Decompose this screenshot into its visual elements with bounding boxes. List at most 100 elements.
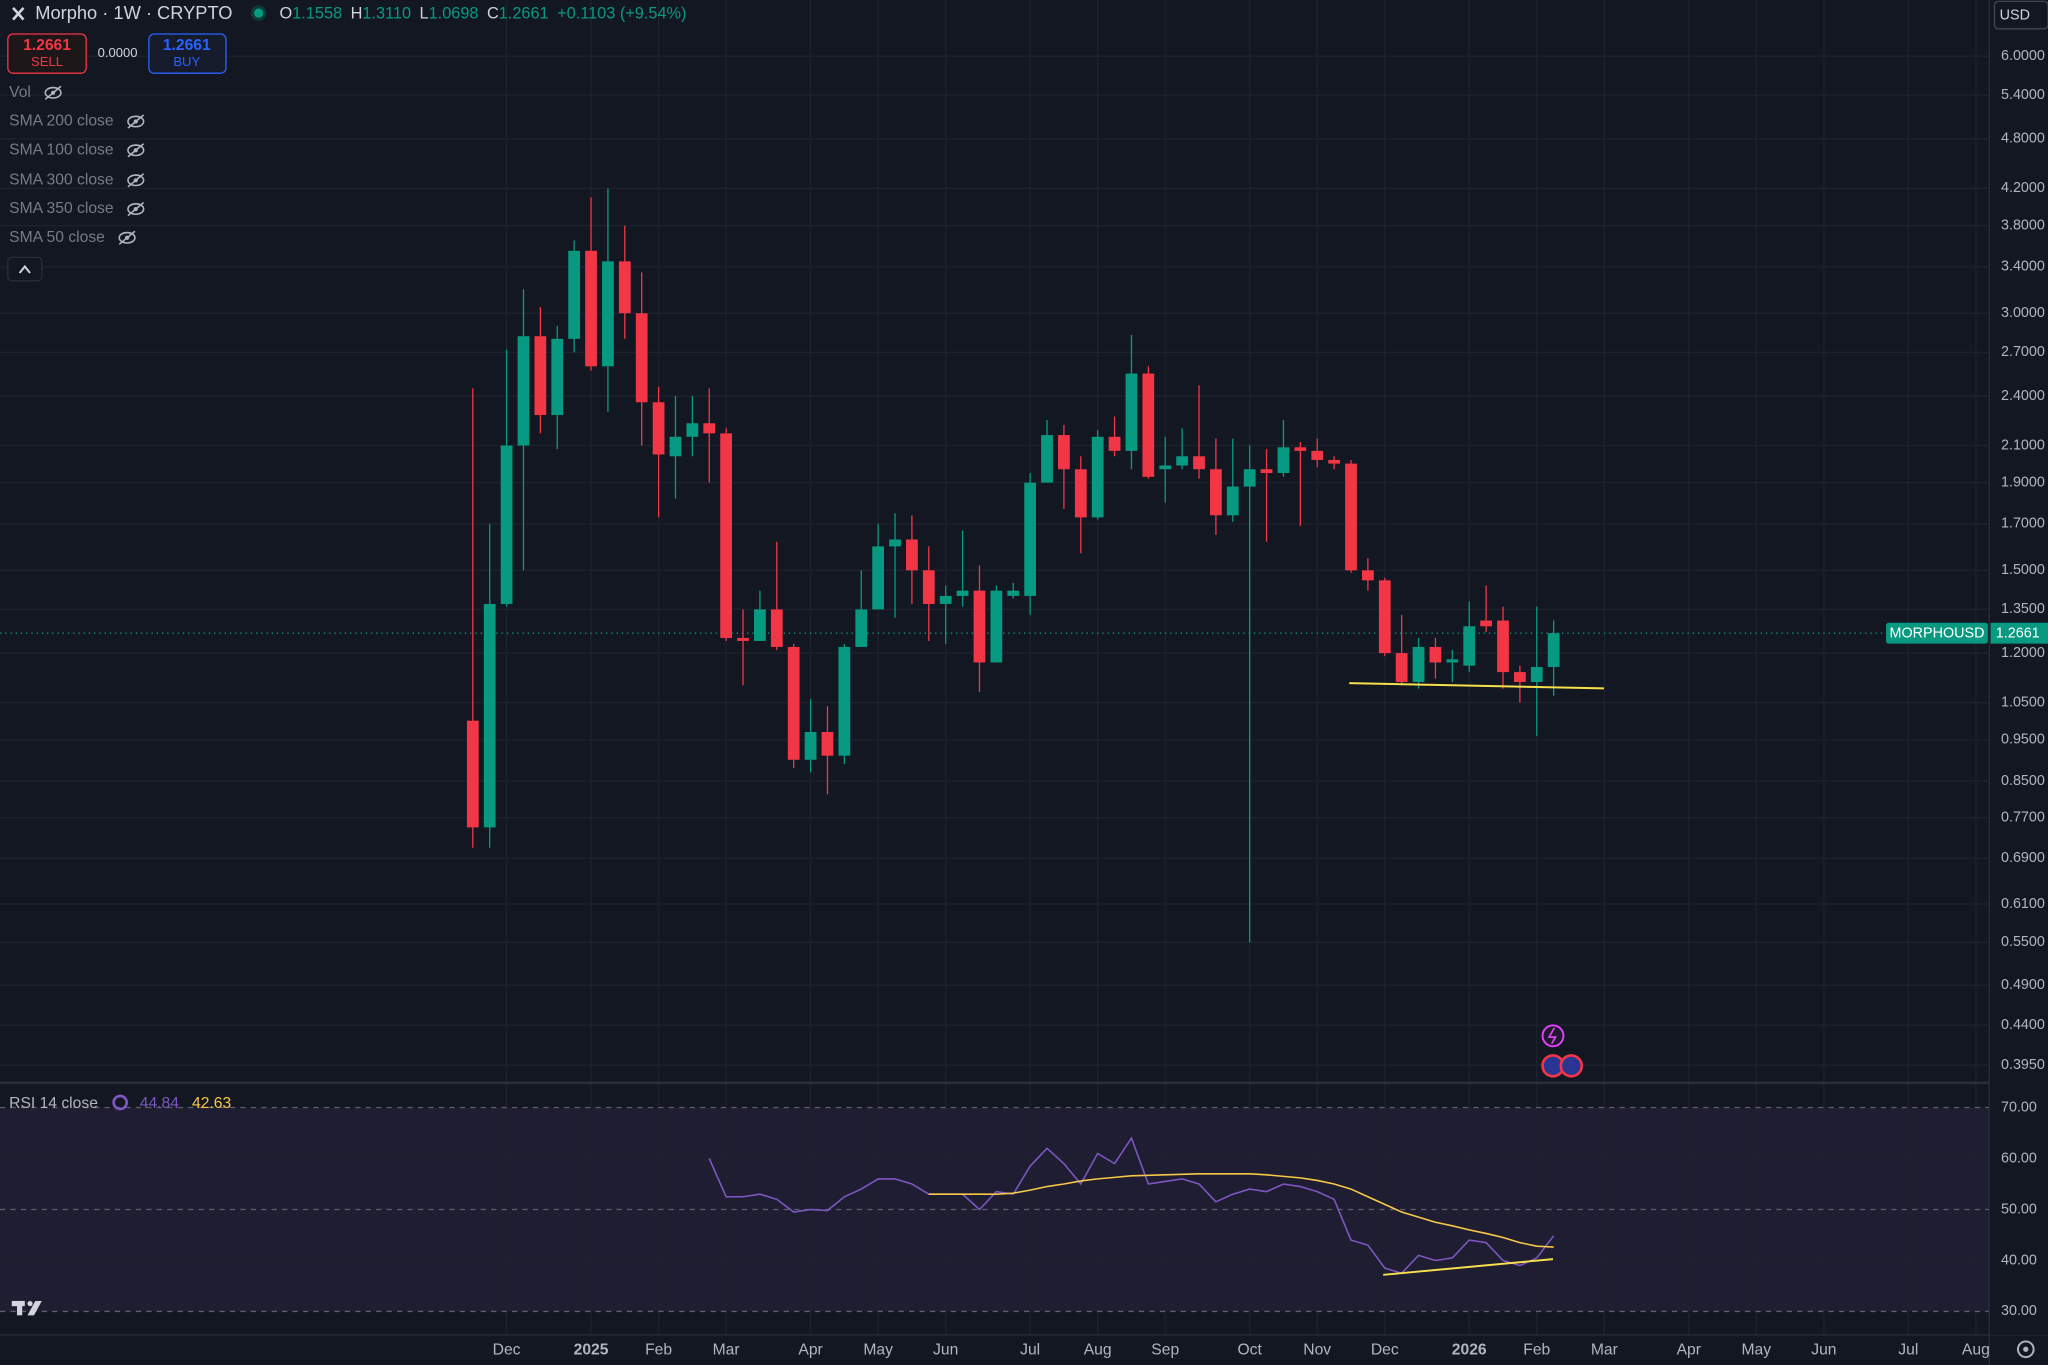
x-tick-label: Sep bbox=[1151, 1342, 1179, 1359]
candle-body bbox=[990, 590, 1003, 663]
x-tick-label: Nov bbox=[1303, 1342, 1331, 1359]
candle-body bbox=[906, 539, 918, 571]
price-tag-label: 1.2661 bbox=[1996, 626, 2040, 642]
trend-line[interactable] bbox=[1349, 682, 1604, 690]
y-tick-label: 0.8500 bbox=[2001, 773, 2045, 789]
x-tick-label: Apr bbox=[798, 1342, 822, 1359]
marks-layer bbox=[466, 188, 1560, 1275]
candle-body bbox=[1260, 469, 1273, 474]
candle-body bbox=[1210, 469, 1222, 516]
candle-body bbox=[1480, 620, 1492, 627]
candle-body bbox=[1176, 456, 1188, 466]
y-tick-label: 2.4000 bbox=[2001, 388, 2045, 404]
buy-button[interactable] bbox=[148, 33, 227, 74]
symbol-icon bbox=[12, 7, 25, 21]
y-tick-label: 2.1000 bbox=[2001, 437, 2045, 453]
price-axis bbox=[1989, 0, 2048, 1335]
candle-body bbox=[1159, 465, 1172, 470]
collapse-button[interactable] bbox=[7, 256, 43, 282]
buy-label: BUY bbox=[173, 54, 200, 69]
indicator-label[interactable]: SMA 300 close bbox=[9, 171, 114, 188]
indicator-label[interactable]: SMA 50 close bbox=[9, 229, 105, 246]
indicator-label[interactable]: SMA 100 close bbox=[9, 141, 114, 158]
x-tick-label: Apr bbox=[1677, 1342, 1701, 1359]
symbol[interactable]: Morpho · 1W · CRYPTO bbox=[35, 2, 232, 23]
candle-body bbox=[568, 250, 581, 339]
event-icon[interactable] bbox=[1541, 1024, 1565, 1048]
rsi-line bbox=[928, 1173, 1554, 1248]
candle-body bbox=[1277, 447, 1290, 474]
y-tick-label: 50.00 bbox=[2001, 1201, 2037, 1217]
visibility-slash bbox=[127, 201, 145, 217]
settings-dot bbox=[2023, 1346, 2029, 1352]
candle-body bbox=[973, 590, 986, 663]
visibility-icon[interactable] bbox=[127, 115, 145, 128]
candle-body bbox=[821, 731, 834, 756]
candle-body bbox=[1378, 580, 1391, 654]
candle-body bbox=[872, 546, 885, 610]
rsi-title[interactable]: RSI 14 close bbox=[9, 1095, 98, 1112]
visibility-icon[interactable] bbox=[127, 144, 145, 157]
x-tick-label: Oct bbox=[1237, 1342, 1262, 1359]
ohlc-key: L bbox=[420, 5, 429, 23]
y-tick-label: 1.2000 bbox=[2001, 645, 2045, 661]
x-tick-label: Dec bbox=[493, 1342, 521, 1359]
visibility-icon[interactable] bbox=[44, 86, 62, 99]
candle-body bbox=[534, 336, 547, 416]
y-tick-label: 0.3950 bbox=[2001, 1057, 2045, 1073]
candle-body bbox=[686, 423, 699, 437]
candle-body bbox=[1547, 633, 1560, 667]
visibility-slash bbox=[127, 143, 145, 158]
indicator-label[interactable]: Vol bbox=[9, 84, 31, 101]
candle-body bbox=[787, 646, 800, 760]
candle-body bbox=[1041, 435, 1053, 483]
y-tick-label: 3.4000 bbox=[2001, 259, 2045, 275]
y-tick-label: 30.00 bbox=[2001, 1303, 2037, 1319]
y-tick-label: 60.00 bbox=[2001, 1150, 2037, 1166]
ohlc-key: C bbox=[487, 5, 499, 23]
indicator-list: Vol SMA 200 close SMA 100 close SMA 300 clo… bbox=[9, 84, 145, 246]
candle-body bbox=[1412, 646, 1425, 682]
indicator-label[interactable]: SMA 350 close bbox=[9, 200, 114, 217]
candle-body bbox=[1226, 486, 1239, 516]
sell-button[interactable] bbox=[7, 33, 87, 74]
y-tick-label: 4.2000 bbox=[2001, 180, 2045, 196]
candle-body bbox=[1024, 482, 1037, 596]
candle-body bbox=[1058, 435, 1070, 470]
ohlc-value: 1.2661 bbox=[499, 5, 549, 23]
x-tick-label: May bbox=[863, 1342, 893, 1359]
x-tick-label: Mar bbox=[1591, 1342, 1618, 1359]
visibility-icon[interactable] bbox=[118, 231, 136, 244]
indicator-label[interactable]: SMA 200 close bbox=[9, 113, 114, 130]
candle-body bbox=[956, 590, 969, 596]
candle-body bbox=[635, 313, 648, 403]
spread: 0.0000 bbox=[98, 45, 138, 60]
x-tick-label: Feb bbox=[1523, 1342, 1550, 1359]
price-tag bbox=[1990, 622, 2048, 644]
candle-body bbox=[1108, 436, 1121, 451]
x-tick-label: 2026 bbox=[1452, 1342, 1487, 1359]
candle-body bbox=[618, 261, 631, 314]
visibility-slash bbox=[44, 85, 62, 100]
rsi-trend-line[interactable] bbox=[1383, 1258, 1554, 1276]
y-tick-label: 0.9500 bbox=[2001, 732, 2045, 748]
y-tick-label: 4.8000 bbox=[2001, 131, 2045, 147]
rsi-icon bbox=[112, 1094, 128, 1111]
collapse-icon bbox=[18, 264, 31, 274]
settings-button[interactable] bbox=[2016, 1340, 2035, 1359]
visibility-icon[interactable] bbox=[127, 203, 145, 216]
change: +0.1103 (+9.54%) bbox=[557, 5, 686, 23]
sell-label: SELL bbox=[31, 54, 63, 69]
candle-body bbox=[1328, 459, 1340, 464]
candle-body bbox=[855, 609, 868, 647]
economic-event[interactable] bbox=[1559, 1054, 1584, 1078]
candle-body bbox=[1429, 646, 1442, 663]
y-tick-label: 40.00 bbox=[2001, 1252, 2037, 1268]
visibility-icon[interactable] bbox=[127, 174, 145, 187]
axis-layer: 6.0000 5.4000 4.8000 4.2000 3.8000 3.4000 3.00… bbox=[493, 48, 2045, 1359]
time-axis bbox=[0, 1334, 2048, 1365]
candle-body bbox=[466, 720, 479, 828]
candle-body bbox=[1074, 469, 1087, 518]
